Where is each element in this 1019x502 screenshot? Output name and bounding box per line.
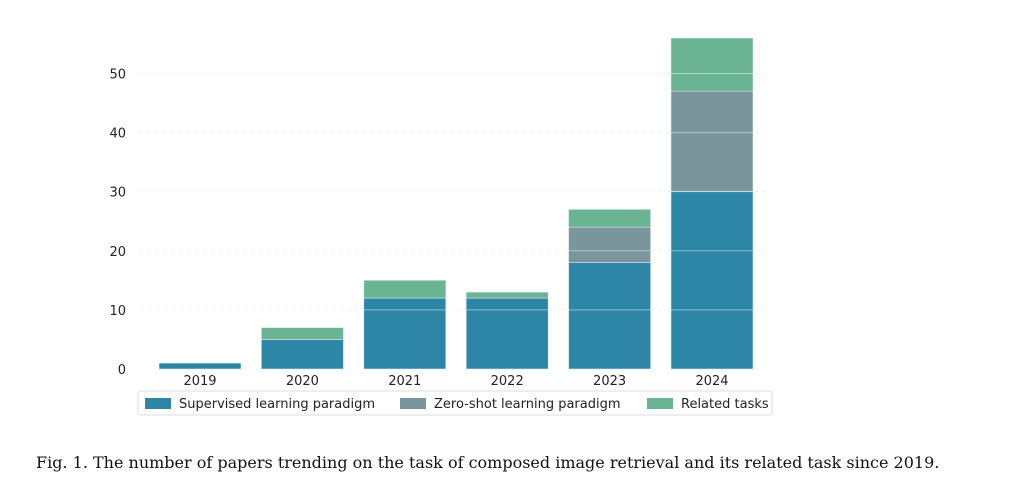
x-axis-ticks: 2019 2020 2021 2022 2023 2024	[183, 374, 728, 389]
legend-swatch	[400, 398, 426, 409]
bar-segment-zero-shot	[670, 90, 754, 192]
x-tick-label: 2021	[388, 374, 421, 389]
bar-segment-zero-shot	[568, 226, 651, 263]
legend-swatch	[647, 398, 673, 409]
x-tick-label: 2023	[593, 374, 626, 389]
bar-segment-supervised	[465, 297, 549, 370]
y-axis-ticks: 0 10 20 30 40 50	[109, 67, 126, 378]
bar-segment-related	[568, 209, 651, 228]
y-tick-label: 20	[109, 245, 126, 260]
x-tick-label: 2020	[286, 374, 319, 389]
bar-segment-related	[261, 327, 344, 340]
bars	[158, 37, 754, 370]
bar-segment-supervised	[158, 362, 242, 370]
bar-segment-supervised	[568, 262, 651, 370]
x-tick-label: 2024	[695, 374, 728, 389]
legend-label: Related tasks	[681, 397, 769, 412]
bar-segment-supervised	[670, 191, 754, 370]
legend-swatch	[145, 398, 171, 409]
x-tick-label: 2019	[183, 374, 216, 389]
gridlines	[140, 72, 770, 311]
y-tick-label: 10	[109, 304, 126, 319]
bar-segment-related	[363, 280, 447, 299]
y-tick-label: 40	[109, 127, 126, 142]
y-tick-label: 50	[109, 67, 126, 82]
legend-box	[137, 390, 773, 416]
legend-label: Zero-shot learning paradigm	[434, 397, 621, 412]
y-tick-label: 0	[118, 363, 126, 378]
legend: Supervised learning paradigm Zero-shot le…	[137, 390, 773, 416]
legend-label: Supervised learning paradigm	[179, 397, 375, 412]
bar-segment-supervised	[261, 339, 344, 370]
stacked-bar-chart: 0 10 20 30 40 50 2019 2020 2021 2022 2023 2024 Sup…	[109, 37, 773, 416]
bar-segment-related	[465, 291, 549, 299]
bar-segment-related	[670, 37, 754, 92]
bar-segment-supervised	[363, 297, 447, 370]
x-tick-label: 2022	[491, 374, 524, 389]
y-tick-label: 30	[109, 186, 126, 201]
figure-caption: Fig. 1. The number of papers trending on…	[36, 453, 940, 472]
